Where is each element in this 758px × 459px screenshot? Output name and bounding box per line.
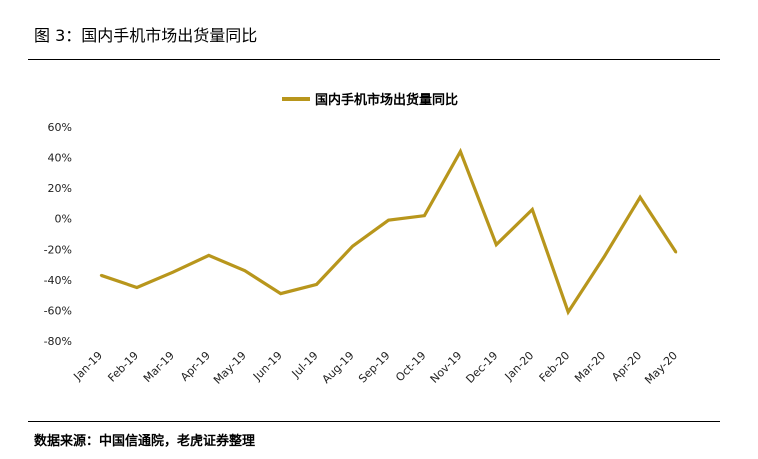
x-tick-label: Feb-19 — [105, 349, 141, 385]
x-tick-label: Jan-19 — [71, 349, 106, 384]
data-point — [243, 269, 246, 272]
data-point — [602, 255, 606, 259]
x-tick-label: Feb-20 — [537, 349, 573, 385]
data-point — [387, 219, 390, 222]
y-tick-label: -20% — [44, 243, 72, 256]
data-point — [315, 283, 318, 286]
x-tick-label: Nov-19 — [428, 349, 465, 386]
y-tick-label: -60% — [44, 304, 72, 317]
data-point — [566, 310, 570, 314]
y-tick-label: 60% — [48, 121, 72, 134]
figure-title: 图 3：国内手机市场出货量同比 — [34, 26, 258, 45]
y-tick-label: 40% — [48, 152, 72, 165]
y-tick-label: -40% — [44, 274, 72, 287]
data-point — [207, 254, 211, 257]
x-tick-label: Jul-19 — [289, 349, 321, 381]
x-tick-label: Oct-19 — [393, 349, 428, 384]
data-point — [279, 292, 282, 295]
x-tick-label: Mar-20 — [572, 349, 608, 385]
x-tick-label: May-20 — [642, 349, 680, 387]
bottom-rule — [28, 421, 720, 422]
x-tick-label: Jan-20 — [502, 349, 537, 384]
x-tick-label: Apr-19 — [178, 349, 213, 384]
x-tick-label: May-19 — [211, 349, 249, 387]
y-tick-label: 20% — [48, 182, 72, 195]
data-point — [135, 286, 139, 289]
source-note: 数据来源：中国信通院，老虎证券整理 — [34, 434, 256, 449]
data-point — [495, 243, 498, 246]
x-tick-label: Jun-19 — [250, 349, 285, 384]
x-tick-label: Apr-20 — [609, 349, 644, 384]
data-point — [99, 274, 103, 277]
top-rule — [28, 59, 720, 60]
y-axis: -80% -60% -40% -20% 0% 20% 40% 60% — [44, 121, 72, 348]
y-tick-label: 0% — [55, 213, 72, 226]
data-point — [171, 271, 175, 274]
legend-label: 国内手机市场出货量同比 — [315, 92, 458, 108]
data-point — [459, 150, 462, 153]
x-tick-label: Dec-19 — [463, 349, 500, 386]
data-point — [351, 245, 354, 248]
series-line — [100, 147, 678, 316]
x-tick-label: Aug-19 — [320, 349, 357, 386]
data-point — [674, 251, 678, 254]
data-point — [423, 214, 426, 217]
y-tick-label: -80% — [44, 335, 72, 348]
data-point — [531, 208, 534, 211]
data-point — [638, 196, 642, 199]
x-tick-label: Sep-19 — [356, 349, 393, 386]
x-tick-label: Mar-19 — [141, 349, 177, 385]
chart-legend: 国内手机市场出货量同比 — [282, 92, 458, 108]
series-group — [99, 147, 678, 316]
